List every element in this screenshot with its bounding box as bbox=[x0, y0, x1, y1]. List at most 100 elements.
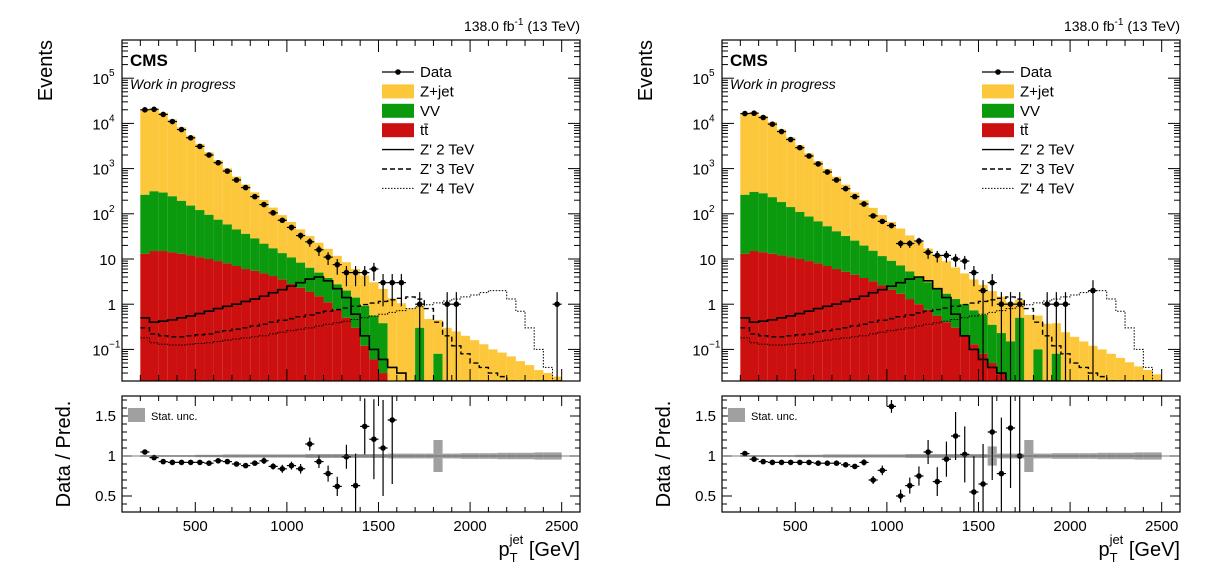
zjet-bar bbox=[305, 235, 315, 268]
legend-data-marker bbox=[395, 69, 401, 75]
data-point bbox=[242, 184, 249, 191]
zjet-bar bbox=[941, 261, 951, 294]
data-point bbox=[279, 217, 286, 224]
data-point bbox=[334, 261, 341, 268]
data-point bbox=[861, 201, 867, 207]
x-axis-label-sub: T bbox=[1110, 550, 1118, 565]
vv-bar bbox=[1033, 349, 1043, 381]
y-tick-exponent: 4 bbox=[709, 113, 715, 124]
zjet-bar bbox=[268, 207, 278, 249]
data-point bbox=[751, 110, 757, 117]
x-tick-label: 2500 bbox=[1145, 518, 1178, 535]
ratio-point bbox=[306, 441, 313, 447]
x-axis-label-main: p bbox=[498, 539, 509, 561]
ratio-point bbox=[206, 460, 212, 467]
data-point bbox=[187, 135, 194, 141]
zjet-bar bbox=[1152, 374, 1162, 381]
y-tick-label: 1 bbox=[108, 297, 116, 314]
tt-bar bbox=[213, 261, 223, 381]
data-point bbox=[760, 114, 767, 121]
vv-bar bbox=[932, 288, 942, 316]
zjet-bar bbox=[804, 153, 814, 217]
zjet-bar bbox=[886, 221, 897, 261]
ratio-point bbox=[197, 459, 203, 466]
x-axis-label: pTjet [GeV] bbox=[1098, 532, 1180, 565]
tt-bar bbox=[758, 252, 768, 381]
vv-bar bbox=[749, 191, 759, 252]
zjet-bar bbox=[497, 352, 507, 381]
vv-bar bbox=[378, 323, 388, 374]
vv-bar bbox=[314, 272, 324, 297]
vv-bar bbox=[859, 245, 869, 278]
y-tick-exponent: 4 bbox=[109, 113, 115, 124]
vv-bar bbox=[905, 271, 915, 300]
tt-bar bbox=[158, 251, 168, 381]
tt-bar bbox=[767, 253, 777, 381]
vv-bar bbox=[850, 240, 860, 275]
zjet-bar bbox=[424, 319, 434, 381]
vv-bar bbox=[841, 236, 851, 272]
legend-label-zjet: Z+jet bbox=[420, 83, 455, 100]
zjet-bar bbox=[914, 241, 924, 277]
zjet-bar bbox=[433, 319, 443, 354]
legend-label-zp3: Z' 3 TeV bbox=[420, 161, 474, 178]
legend-swatch-tt bbox=[382, 123, 414, 138]
ratio-point bbox=[1007, 425, 1014, 431]
x-tick-label: 500 bbox=[783, 518, 808, 535]
ratio-y-tick-label: 1.5 bbox=[95, 408, 116, 425]
x-tick-label: 2500 bbox=[545, 518, 578, 535]
lumi-value: 138.0 fb bbox=[1064, 18, 1115, 34]
ratio-point bbox=[288, 462, 295, 469]
main-frame bbox=[121, 39, 581, 382]
zjet-bar bbox=[987, 291, 997, 325]
ratio-point bbox=[261, 458, 267, 464]
ratio-point bbox=[925, 449, 931, 455]
y-tick-label: 10 bbox=[692, 116, 709, 133]
ratio-y-tick-label: 0.5 bbox=[695, 488, 716, 505]
ratio-point bbox=[233, 461, 240, 467]
data-point bbox=[178, 126, 185, 133]
tt-bar bbox=[923, 309, 933, 381]
signal-line bbox=[740, 276, 1162, 381]
data-point bbox=[306, 239, 313, 245]
tt-bar bbox=[886, 289, 897, 381]
vv-bar bbox=[323, 277, 333, 303]
data-point bbox=[742, 110, 748, 117]
data-point bbox=[1053, 301, 1060, 308]
vv-bar bbox=[433, 353, 443, 381]
vv-bar bbox=[286, 257, 297, 284]
data-point bbox=[842, 185, 849, 192]
signal-line bbox=[740, 296, 1162, 381]
legend-label-tt: tt̄ bbox=[1020, 122, 1029, 139]
data-point bbox=[778, 128, 785, 135]
legend-label-zp2: Z' 2 TeV bbox=[1020, 142, 1074, 159]
y-tick-exponent: 3 bbox=[709, 159, 715, 170]
vv-bar bbox=[231, 229, 242, 267]
x-axis-label: pTjet [GeV] bbox=[498, 532, 580, 565]
zjet-bar bbox=[795, 145, 805, 212]
ratio-y-tick-label: 0.5 bbox=[95, 488, 116, 505]
ratio-point bbox=[160, 458, 167, 465]
ratio-point bbox=[842, 462, 849, 468]
y-tick-exponent: 5 bbox=[109, 68, 115, 79]
y-tick-label: 10 bbox=[92, 116, 109, 133]
ratio-point bbox=[242, 462, 249, 469]
zjet-bar bbox=[277, 215, 287, 254]
vv-bar bbox=[960, 304, 970, 336]
vv-bar bbox=[341, 290, 351, 318]
status-label: Work in progress bbox=[730, 76, 836, 92]
signal-line bbox=[140, 276, 562, 381]
zjet-bar bbox=[314, 242, 324, 273]
tt-bar bbox=[204, 259, 214, 381]
y-tick-exponent: 3 bbox=[109, 159, 115, 170]
data-point bbox=[961, 258, 968, 264]
zjet-bar bbox=[525, 365, 535, 381]
legend-label-zjet: Z+jet bbox=[1020, 83, 1055, 100]
stack-layer bbox=[740, 112, 1162, 381]
x-axis-label-sup: jet bbox=[1109, 532, 1124, 547]
y-tick-label: 10 bbox=[699, 252, 716, 269]
zjet-bar bbox=[850, 192, 860, 241]
signal-line bbox=[740, 290, 1162, 381]
data-point bbox=[160, 111, 167, 118]
tt-bar bbox=[813, 263, 823, 381]
